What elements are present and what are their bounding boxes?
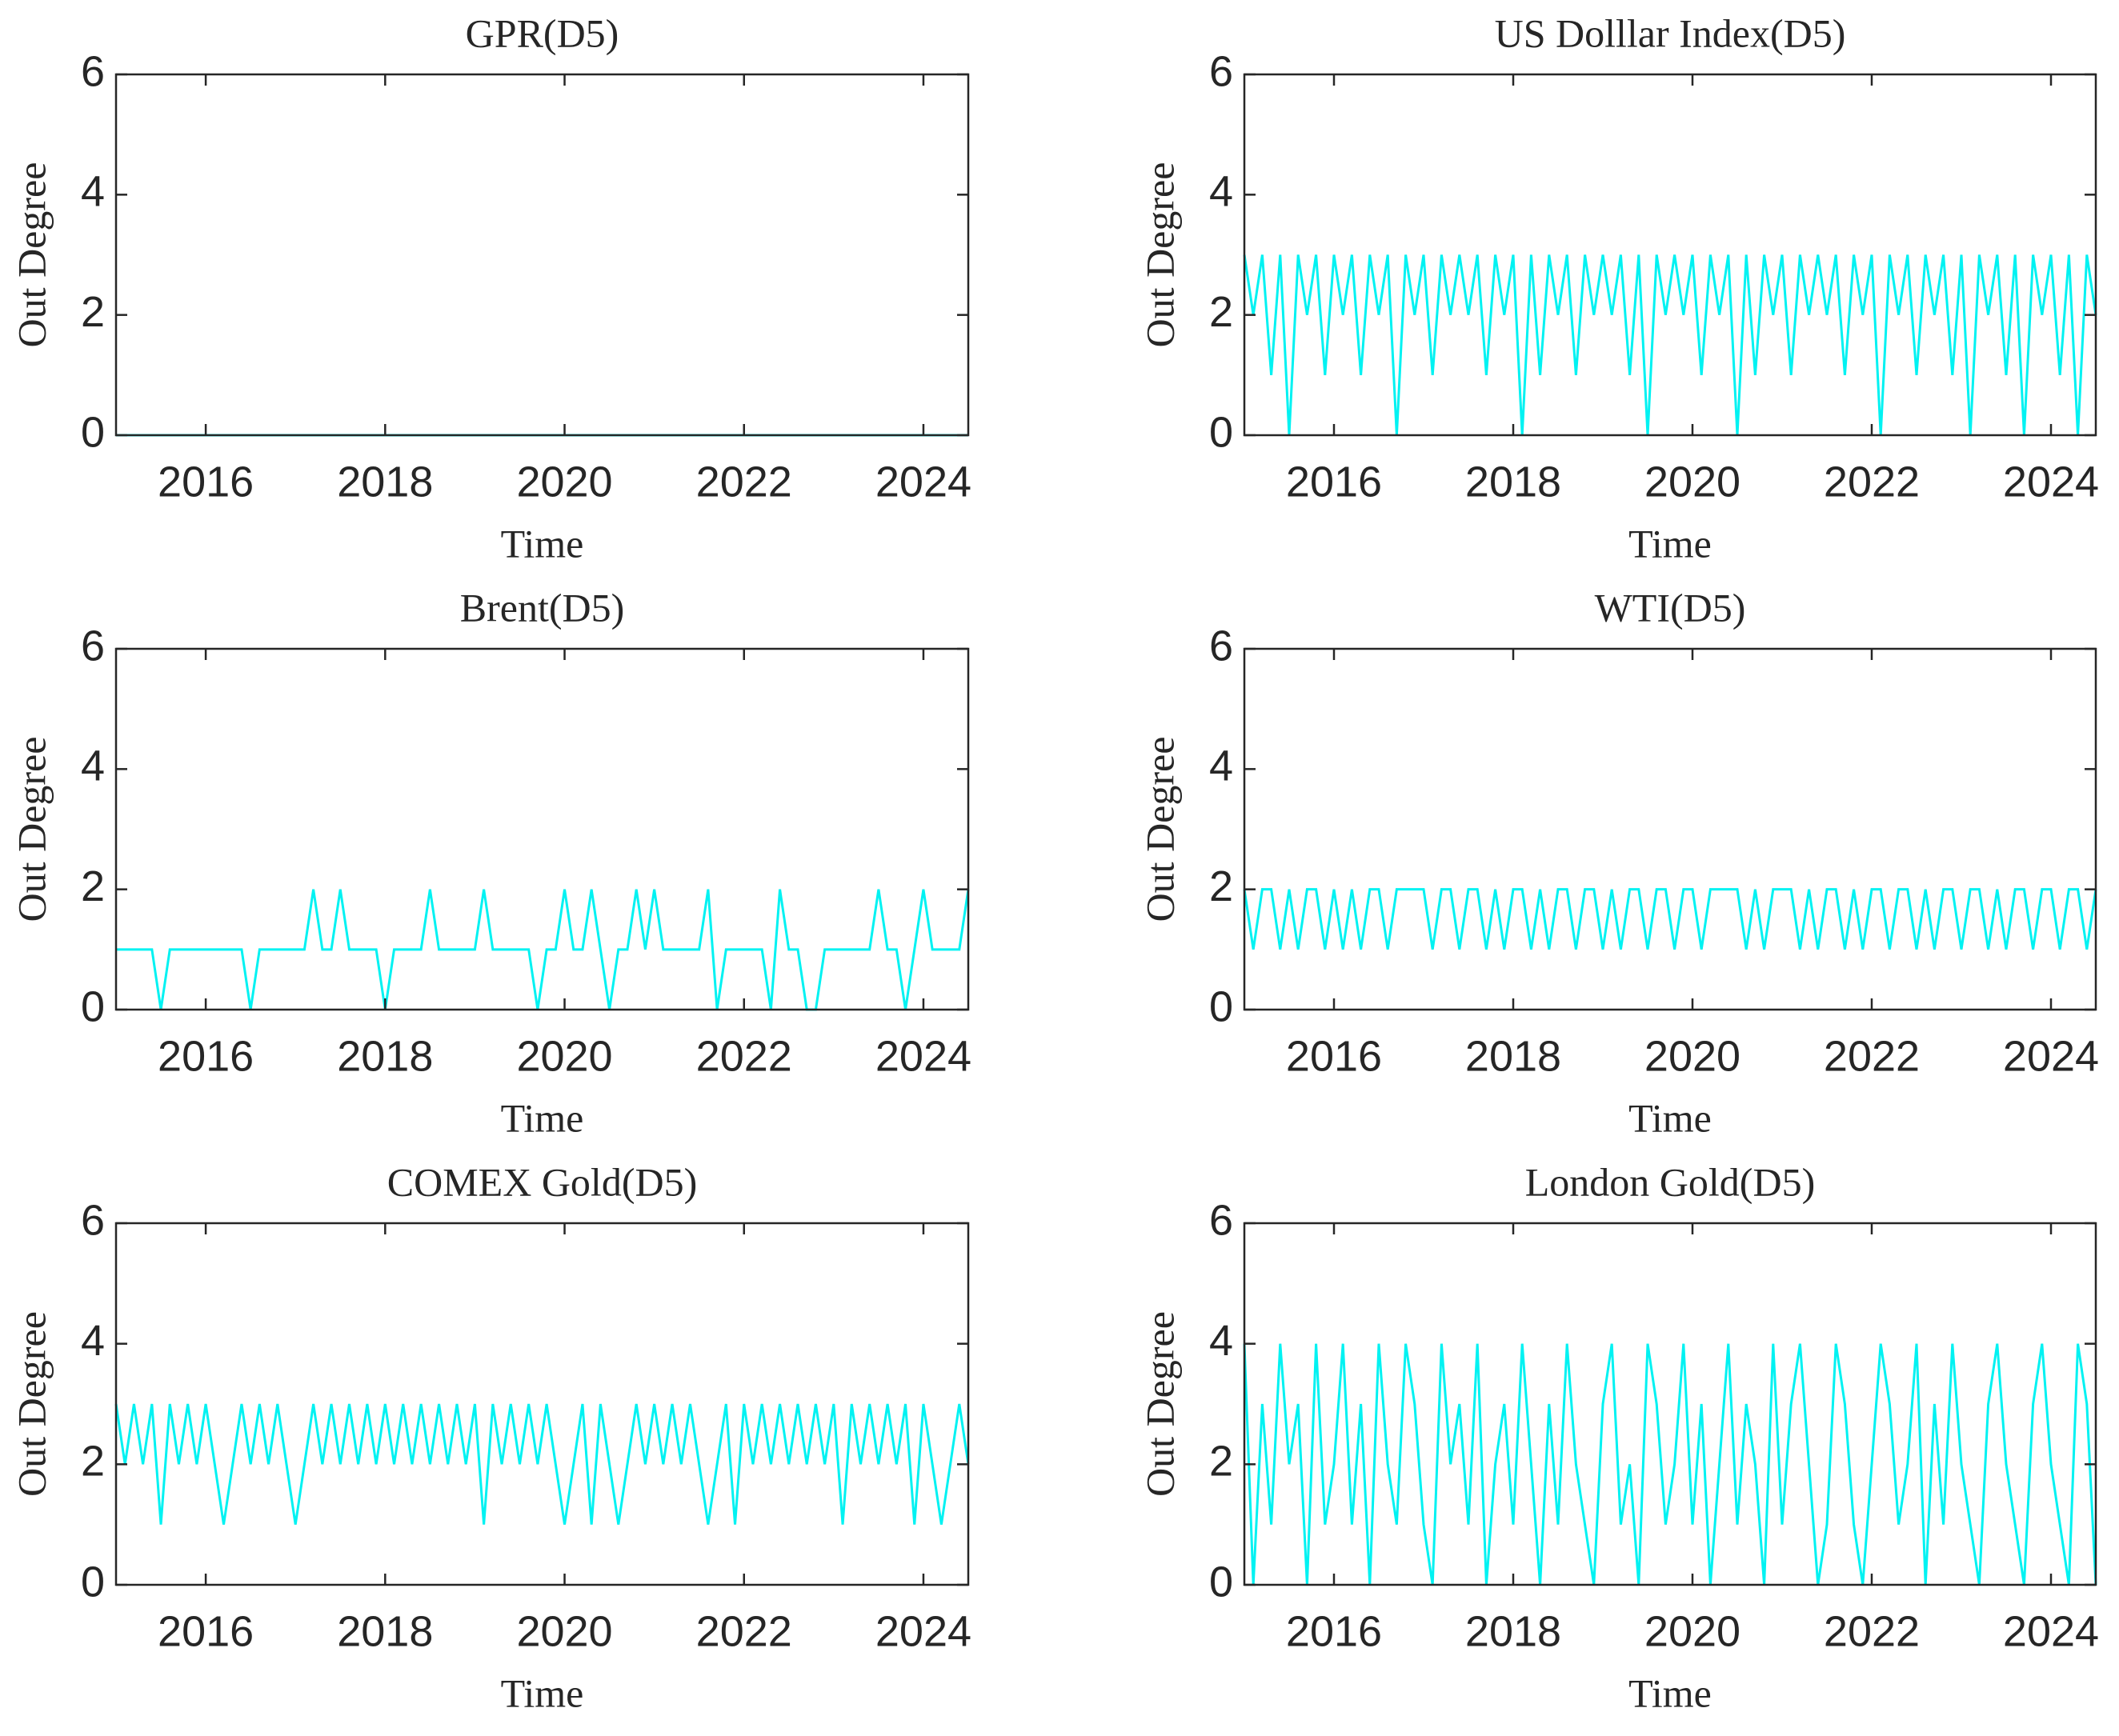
x-axis-label: Time [501,1095,584,1140]
y-tick-label: 6 [81,47,105,95]
y-tick-label: 4 [1209,1317,1233,1365]
y-tick-label: 2 [81,1438,105,1486]
x-tick-label: 2018 [1465,1032,1561,1080]
axes-box [1243,73,2097,437]
x-tick-label: 2016 [1286,1032,1382,1080]
y-tick-label: 0 [1209,1558,1233,1606]
y-axis-label: Out Degree [1137,1311,1182,1497]
y-tick-label: 0 [81,1558,105,1606]
x-tick-label: 2022 [696,1032,792,1080]
x-tick-label: 2024 [875,1607,971,1655]
chart-title: Brent(D5) [460,585,625,630]
data-line [116,889,970,1011]
y-tick-label: 4 [1209,168,1233,216]
y-tick-label: 2 [1209,1438,1233,1486]
x-tick-label: 2022 [1824,1032,1920,1080]
axes-box [1243,1222,2097,1586]
axes-box [1243,647,2097,1011]
y-tick-label: 4 [81,742,105,790]
x-tick-label: 2018 [1465,458,1561,506]
y-tick-label: 6 [1209,47,1233,95]
x-tick-label: 2024 [2003,1607,2099,1655]
y-tick-label: 4 [1209,742,1233,790]
x-tick-label: 2016 [158,1032,254,1080]
data-line [1243,888,2097,950]
chart-title: COMEX Gold(D5) [387,1159,697,1204]
y-axis-label: Out Degree [1137,737,1182,922]
chart-title: WTI(D5) [1595,585,1746,630]
x-tick-label: 2020 [1644,1032,1740,1080]
data-line [114,1403,970,1525]
chart-title: US Dolllar Index(D5) [1495,10,1846,55]
axes-box [114,1222,970,1586]
x-tick-label: 2018 [337,458,433,506]
y-axis-label: Out Degree [1137,162,1182,348]
axes-box [114,647,970,1011]
x-tick-label: 2016 [1286,458,1382,506]
x-axis-label: Time [1628,521,1712,566]
y-tick-label: 0 [81,408,105,456]
y-tick-label: 6 [1209,622,1233,670]
x-axis-label: Time [1628,1095,1712,1140]
y-axis-label: Out Degree [9,1311,54,1497]
x-tick-label: 2016 [158,458,254,506]
y-tick-label: 6 [81,1196,105,1244]
x-tick-label: 2024 [875,1032,971,1080]
y-tick-label: 2 [81,288,105,336]
x-tick-label: 2020 [516,1032,612,1080]
y-tick-label: 0 [81,982,105,1030]
x-tick-label: 2022 [696,458,792,506]
x-tick-label: 2016 [1286,1607,1382,1655]
y-tick-label: 2 [1209,288,1233,336]
y-tick-label: 0 [1209,982,1233,1030]
x-tick-label: 2022 [1824,1607,1920,1655]
x-tick-label: 2022 [1824,458,1920,506]
y-tick-label: 0 [1209,408,1233,456]
y-tick-label: 6 [1209,1196,1233,1244]
axes-box [114,73,970,437]
chart-title: GPR(D5) [466,10,619,55]
x-axis-label: Time [1628,1670,1712,1715]
x-tick-label: 2020 [516,458,612,506]
chart-title: London Gold(D5) [1525,1159,1815,1204]
y-tick-label: 4 [81,1317,105,1365]
x-axis-label: Time [501,521,584,566]
data-line [1243,1343,2097,1586]
x-tick-label: 2024 [875,458,971,506]
y-tick-label: 4 [81,168,105,216]
x-tick-label: 2020 [516,1607,612,1655]
y-tick-label: 6 [81,622,105,670]
x-tick-label: 2016 [158,1607,254,1655]
x-tick-label: 2020 [1644,1607,1740,1655]
x-tick-label: 2024 [2003,458,2099,506]
x-tick-label: 2018 [337,1032,433,1080]
x-axis-label: Time [501,1670,584,1715]
y-axis-label: Out Degree [9,162,54,348]
x-tick-label: 2018 [337,1607,433,1655]
x-tick-label: 2018 [1465,1607,1561,1655]
x-tick-label: 2020 [1644,458,1740,506]
y-tick-label: 2 [1209,862,1233,910]
y-axis-label: Out Degree [9,737,54,922]
y-tick-label: 2 [81,862,105,910]
x-tick-label: 2022 [696,1607,792,1655]
data-line [1243,254,2097,436]
x-tick-label: 2024 [2003,1032,2099,1080]
